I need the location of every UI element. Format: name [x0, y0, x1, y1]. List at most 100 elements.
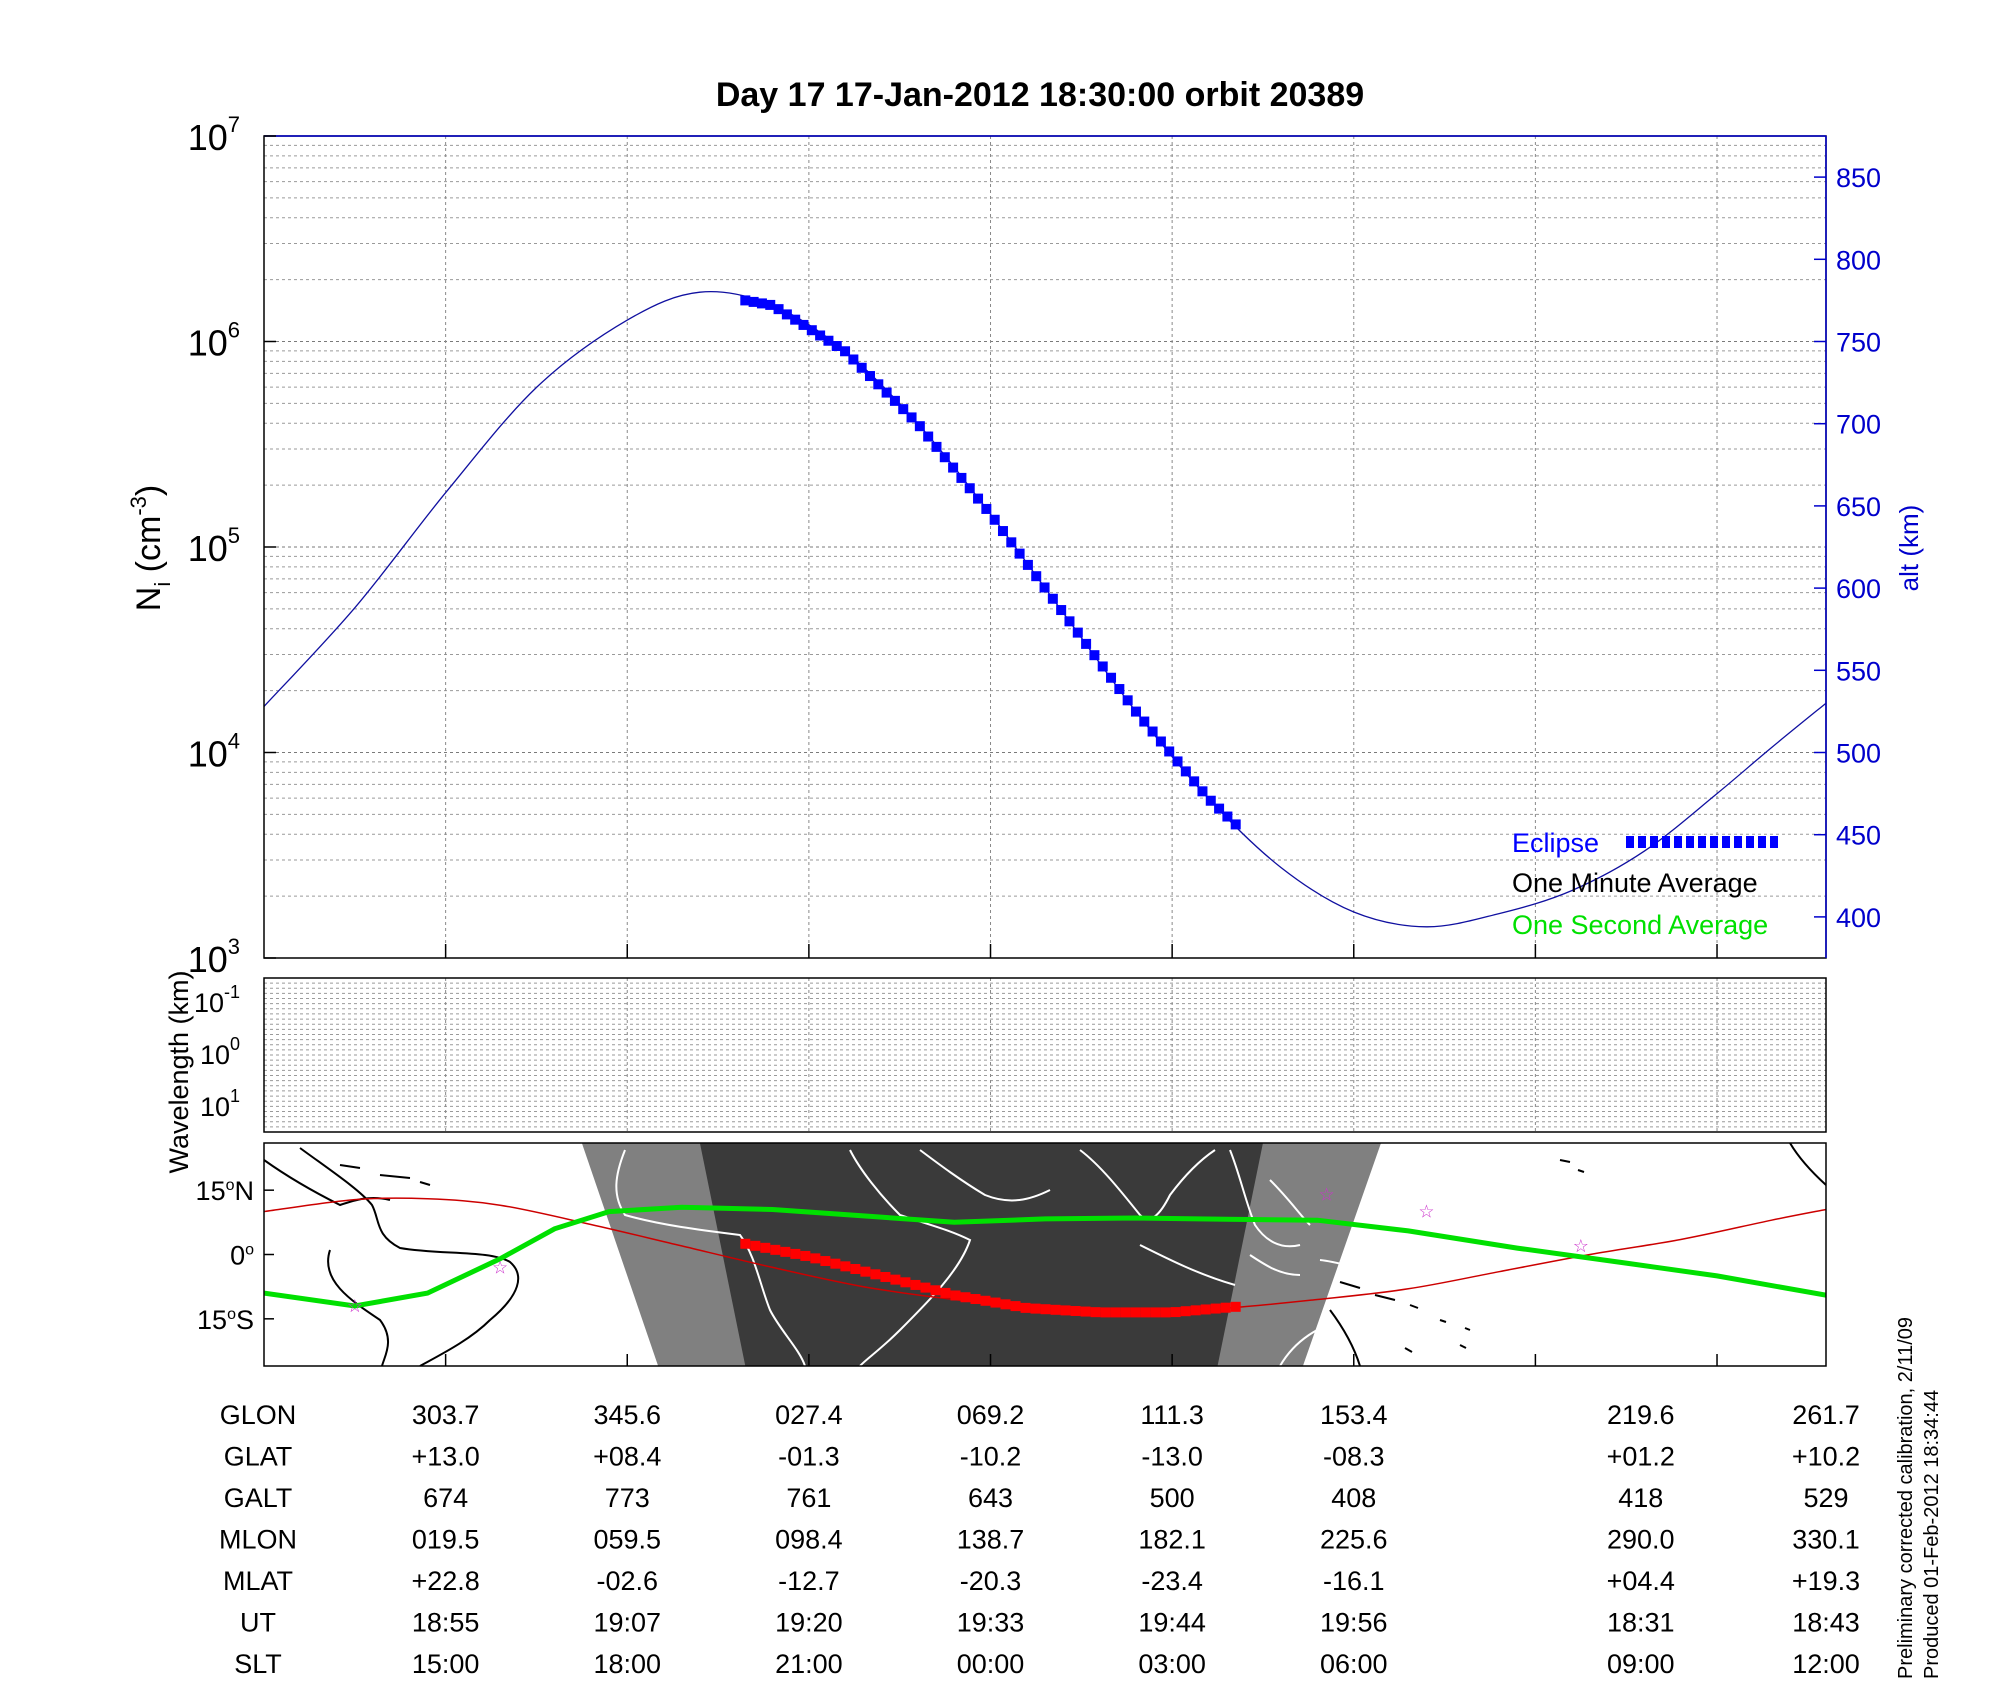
eclipse-track-marker: [910, 1279, 921, 1290]
wavelength-tick-exponent: -1: [224, 982, 240, 1002]
table-row-label: GLAT: [224, 1442, 293, 1472]
table-cell: 761: [786, 1483, 831, 1513]
coastline-arabia: [919, 1149, 1051, 1202]
table-cell: 069.2: [957, 1400, 1025, 1430]
eclipse-track-marker: [1000, 1299, 1011, 1310]
y-tick-exponent: 5: [228, 523, 240, 548]
table-row-label: GLON: [220, 1400, 297, 1430]
eclipse-track-marker: [1130, 1307, 1141, 1318]
table-cell: -13.0: [1141, 1442, 1203, 1472]
table-row-label: MLON: [219, 1525, 297, 1555]
star-marker: ☆: [1418, 1202, 1434, 1222]
eclipse-marker: [756, 298, 767, 309]
eclipse-track-marker: [960, 1292, 971, 1303]
altitude-tick-label: 400: [1836, 903, 1881, 933]
coastline-north-pacific-islands: [1559, 1159, 1585, 1173]
eclipse-marker: [1047, 593, 1058, 604]
eclipse-track-marker: [890, 1274, 901, 1285]
eclipse-marker: [923, 431, 934, 442]
table-cell: 03:00: [1138, 1649, 1206, 1679]
eclipse-track-marker: [1150, 1307, 1161, 1318]
table-cell: 19:44: [1138, 1608, 1206, 1638]
eclipse-marker: [1155, 736, 1166, 747]
legend-entry-one-second-average: One Second Average: [1512, 910, 1768, 940]
table-cell: 19:56: [1320, 1608, 1388, 1638]
eclipse-track-marker: [800, 1250, 811, 1261]
eclipse-marker: [1189, 776, 1200, 787]
eclipse-track-marker: [1200, 1304, 1211, 1315]
wavelength-tick-label: 10-1: [194, 982, 240, 1018]
eclipse-marker: [823, 335, 834, 346]
eclipse-track-marker: [1120, 1307, 1131, 1318]
latitude-tick-hemisphere: S: [236, 1305, 254, 1335]
map-grid: [444, 1354, 1718, 1366]
eclipse-marker: [1180, 766, 1191, 777]
eclipse-marker: [956, 472, 967, 483]
eclipse-marker: [997, 526, 1008, 537]
chart-title: Day 17 17-Jan-2012 18:30:00 orbit 20389: [716, 76, 1364, 114]
table-cell: 18:00: [593, 1649, 661, 1679]
table-cell: 19:07: [593, 1608, 661, 1638]
wavelength-tick-exponent: 0: [230, 1034, 240, 1054]
eclipse-marker: [1230, 819, 1241, 830]
table-cell: 261.7: [1792, 1400, 1860, 1430]
eclipse-marker: [1022, 559, 1033, 570]
eclipse-track-marker: [1180, 1306, 1191, 1317]
legend-label-one-minute-average: One Minute Average: [1512, 868, 1758, 898]
eclipse-marker: [831, 341, 842, 352]
coastline-australia: [1279, 1299, 1381, 1366]
map-series: ☆ ☆ ☆ ☆ ☆: [264, 1184, 1826, 1318]
eclipse-track-marker: [900, 1277, 911, 1288]
table-cell: 345.6: [593, 1400, 661, 1430]
eclipse-track-marker: [980, 1295, 991, 1306]
density-axis-label-main: N: [130, 587, 168, 612]
eclipse-track-marker: [1040, 1304, 1051, 1315]
eclipse-track-marker: [1160, 1307, 1171, 1318]
latitude-tick-label: 15oS: [197, 1305, 254, 1335]
eclipse-marker: [1031, 571, 1042, 582]
table-cell: 18:55: [412, 1608, 480, 1638]
eclipse-marker: [1139, 716, 1150, 727]
y-tick-base: 10: [188, 117, 228, 158]
latitude-tick-value: 15: [196, 1176, 226, 1206]
table-cell: +04.4: [1607, 1566, 1675, 1596]
wavelength-tick-base: 10: [194, 988, 224, 1018]
table-cell: +22.8: [411, 1566, 479, 1596]
table-cell: 098.4: [775, 1525, 843, 1555]
y-tick-exponent: 4: [228, 729, 240, 754]
wavelength-tick-label: 101: [200, 1086, 240, 1122]
eclipse-track-marker: [1070, 1305, 1081, 1316]
eclipse-marker: [740, 295, 751, 306]
eclipse-marker: [840, 346, 851, 357]
latitude-tick-value: 15: [197, 1305, 227, 1335]
table-cell: +08.4: [593, 1442, 661, 1472]
one-second-average-track: [264, 1204, 1826, 1309]
eclipse-marker: [806, 325, 817, 336]
table-cell: 12:00: [1792, 1649, 1860, 1679]
wavelength-tick-exponent: 1: [230, 1086, 240, 1106]
altitude-tick-label: 800: [1836, 245, 1881, 275]
eclipse-track-marker: [760, 1242, 771, 1253]
eclipse-marker: [964, 483, 975, 494]
eclipse-track-marker: [1190, 1305, 1201, 1316]
eclipse-track-marker: [820, 1256, 831, 1267]
ephemeris-table: GLON 303.7 345.6 027.4 069.2 111.3 153.4 219.6 2…: [219, 1400, 1860, 1679]
eclipse-marker: [1097, 661, 1108, 672]
table-cell: 219.6: [1607, 1400, 1675, 1430]
density-axis-label-sub: i: [150, 582, 175, 587]
y-tick-label: 107: [188, 112, 240, 158]
altitude-tick-label: 750: [1836, 328, 1881, 358]
latitude-tick-value: 0: [230, 1241, 245, 1271]
star-marker: ☆: [492, 1257, 508, 1277]
table-cell: 418: [1618, 1483, 1663, 1513]
coastline-indonesia: [1139, 1244, 1381, 1286]
eclipse-track-marker: [780, 1246, 791, 1257]
wavelength-tick-base: 10: [200, 1040, 230, 1070]
legend-label-one-second-average: One Second Average: [1512, 910, 1768, 940]
eclipse-marker: [815, 330, 826, 341]
density-axis-label-unit: (cm: [130, 516, 168, 582]
table-row-label: GALT: [224, 1483, 293, 1513]
